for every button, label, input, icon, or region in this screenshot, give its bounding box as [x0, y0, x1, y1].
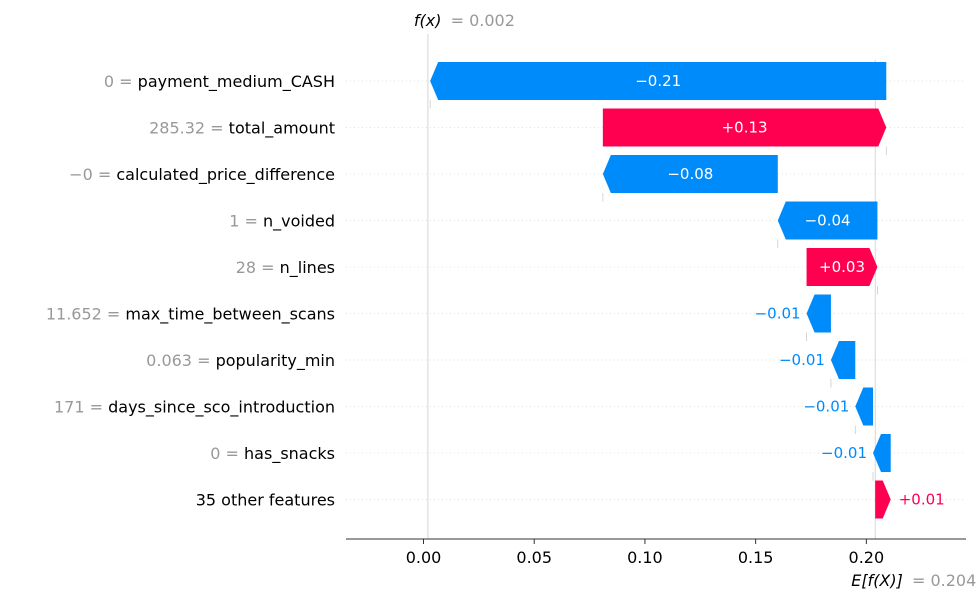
feature-value: −0 = — [69, 165, 116, 184]
x-tick-label: 0.15 — [738, 548, 774, 567]
feature-name: popularity_min — [216, 351, 335, 371]
feature-labels: −0.21 0 = payment_medium_CASH +0.13 285.32 … — [46, 72, 945, 510]
feature-label: 11.652 = max_time_between_scans — [46, 305, 335, 325]
bar-1 — [430, 62, 887, 100]
feature-value: 1 = — [229, 212, 263, 231]
bar-5 — [806, 248, 878, 286]
feature-value: 11.652 = — [46, 305, 126, 324]
bar-value-label: −0.01 — [821, 444, 867, 462]
feature-value: 0.063 = — [146, 351, 215, 370]
feature-label: 285.32 = total_amount — [149, 119, 335, 139]
feature-value: 285.32 = — [149, 119, 229, 138]
bar-value-label: −0.04 — [805, 212, 851, 230]
feature-name: n_voided — [263, 212, 335, 232]
ex-label: E[f(X)] — [851, 571, 903, 590]
bar-value-label: −0.01 — [803, 398, 849, 416]
x-tick-label: 0.00 — [406, 548, 442, 567]
x-tick-label: 0.05 — [516, 548, 552, 567]
x-axis: 0.00 0.05 0.10 0.15 0.20 — [346, 538, 966, 567]
feature-name: payment_medium_CASH — [138, 72, 335, 92]
feature-label: 0 = payment_medium_CASH — [104, 72, 335, 92]
x-tick-label: 0.20 — [849, 548, 885, 567]
bar-3 — [602, 155, 778, 193]
feature-label: 1 = n_voided — [229, 212, 335, 232]
bars — [430, 62, 891, 519]
fx-value: = 0.002 — [451, 11, 515, 30]
feature-label: 28 = n_lines — [236, 258, 335, 278]
bar-value-label: −0.01 — [779, 351, 825, 369]
feature-value: 0 = — [210, 444, 244, 463]
feature-value: 0 = — [104, 72, 138, 91]
fx-annotation: f(x) = 0.002 — [414, 11, 515, 30]
feature-name: total_amount — [229, 119, 335, 139]
feature-label: 0.063 = popularity_min — [146, 351, 335, 371]
ex-annotation: E[f(X)] = 0.204 — [851, 571, 976, 590]
feature-name: n_lines — [280, 258, 335, 278]
bar-value-label: +0.03 — [819, 258, 865, 276]
ex-value: = 0.204 — [912, 571, 976, 590]
bar-10 — [875, 480, 891, 519]
feature-name: has_snacks — [244, 444, 335, 464]
bar-value-label: +0.13 — [722, 119, 768, 137]
feature-value: 28 = — [236, 258, 280, 277]
bar-6 — [806, 294, 831, 333]
bar-value-label: −0.21 — [635, 72, 681, 90]
feature-name: max_time_between_scans — [125, 305, 335, 325]
feature-name: calculated_price_difference — [116, 165, 335, 185]
feature-value: 171 = — [54, 398, 108, 417]
feature-label: −0 = calculated_price_difference — [69, 165, 335, 185]
fx-label: f(x) — [414, 11, 442, 30]
bar-4 — [777, 201, 878, 240]
bar-value-label: +0.01 — [899, 491, 945, 509]
feature-name: days_since_sco_introduction — [108, 398, 335, 418]
feature-label: 0 = has_snacks — [210, 444, 335, 464]
bar-value-label: −0.08 — [667, 165, 713, 183]
bar-2 — [602, 108, 887, 147]
bar-9 — [873, 434, 891, 472]
feature-name: 35 other features — [196, 491, 335, 510]
feature-label: 171 = days_since_sco_introduction — [54, 398, 335, 418]
bar-value-label: −0.01 — [755, 305, 801, 323]
bar-7 — [830, 341, 856, 379]
bar-8 — [855, 387, 873, 426]
feature-label: 35 other features — [196, 491, 335, 510]
x-tick-label: 0.10 — [627, 548, 663, 567]
